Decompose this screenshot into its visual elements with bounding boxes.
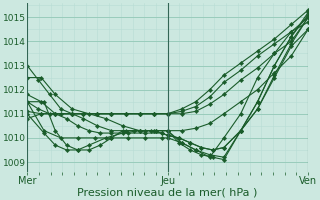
X-axis label: Pression niveau de la mer( hPa ): Pression niveau de la mer( hPa ) [77,187,258,197]
